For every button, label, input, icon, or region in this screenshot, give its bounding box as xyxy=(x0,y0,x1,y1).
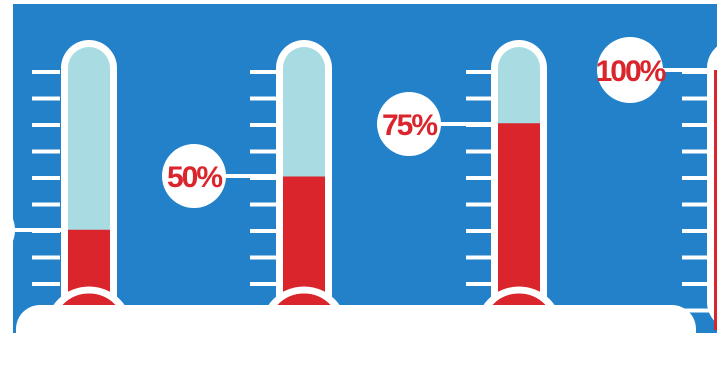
percent-badge xyxy=(597,37,663,103)
thermometer-75: 75% xyxy=(377,40,563,333)
percent-label: 100% xyxy=(596,55,666,88)
percent-label: 75% xyxy=(382,109,437,142)
percent-badge xyxy=(162,144,226,208)
percent-label: 50% xyxy=(167,161,222,194)
percent-badge xyxy=(377,92,441,156)
thermometer-50: 50% xyxy=(162,40,348,333)
tube-fill xyxy=(714,70,717,330)
thermometer-100: 100% xyxy=(596,37,717,330)
content-card xyxy=(16,305,696,365)
partial-label-badge xyxy=(0,203,15,257)
thermometer-illustration: 50% 75% 100% xyxy=(0,4,717,333)
